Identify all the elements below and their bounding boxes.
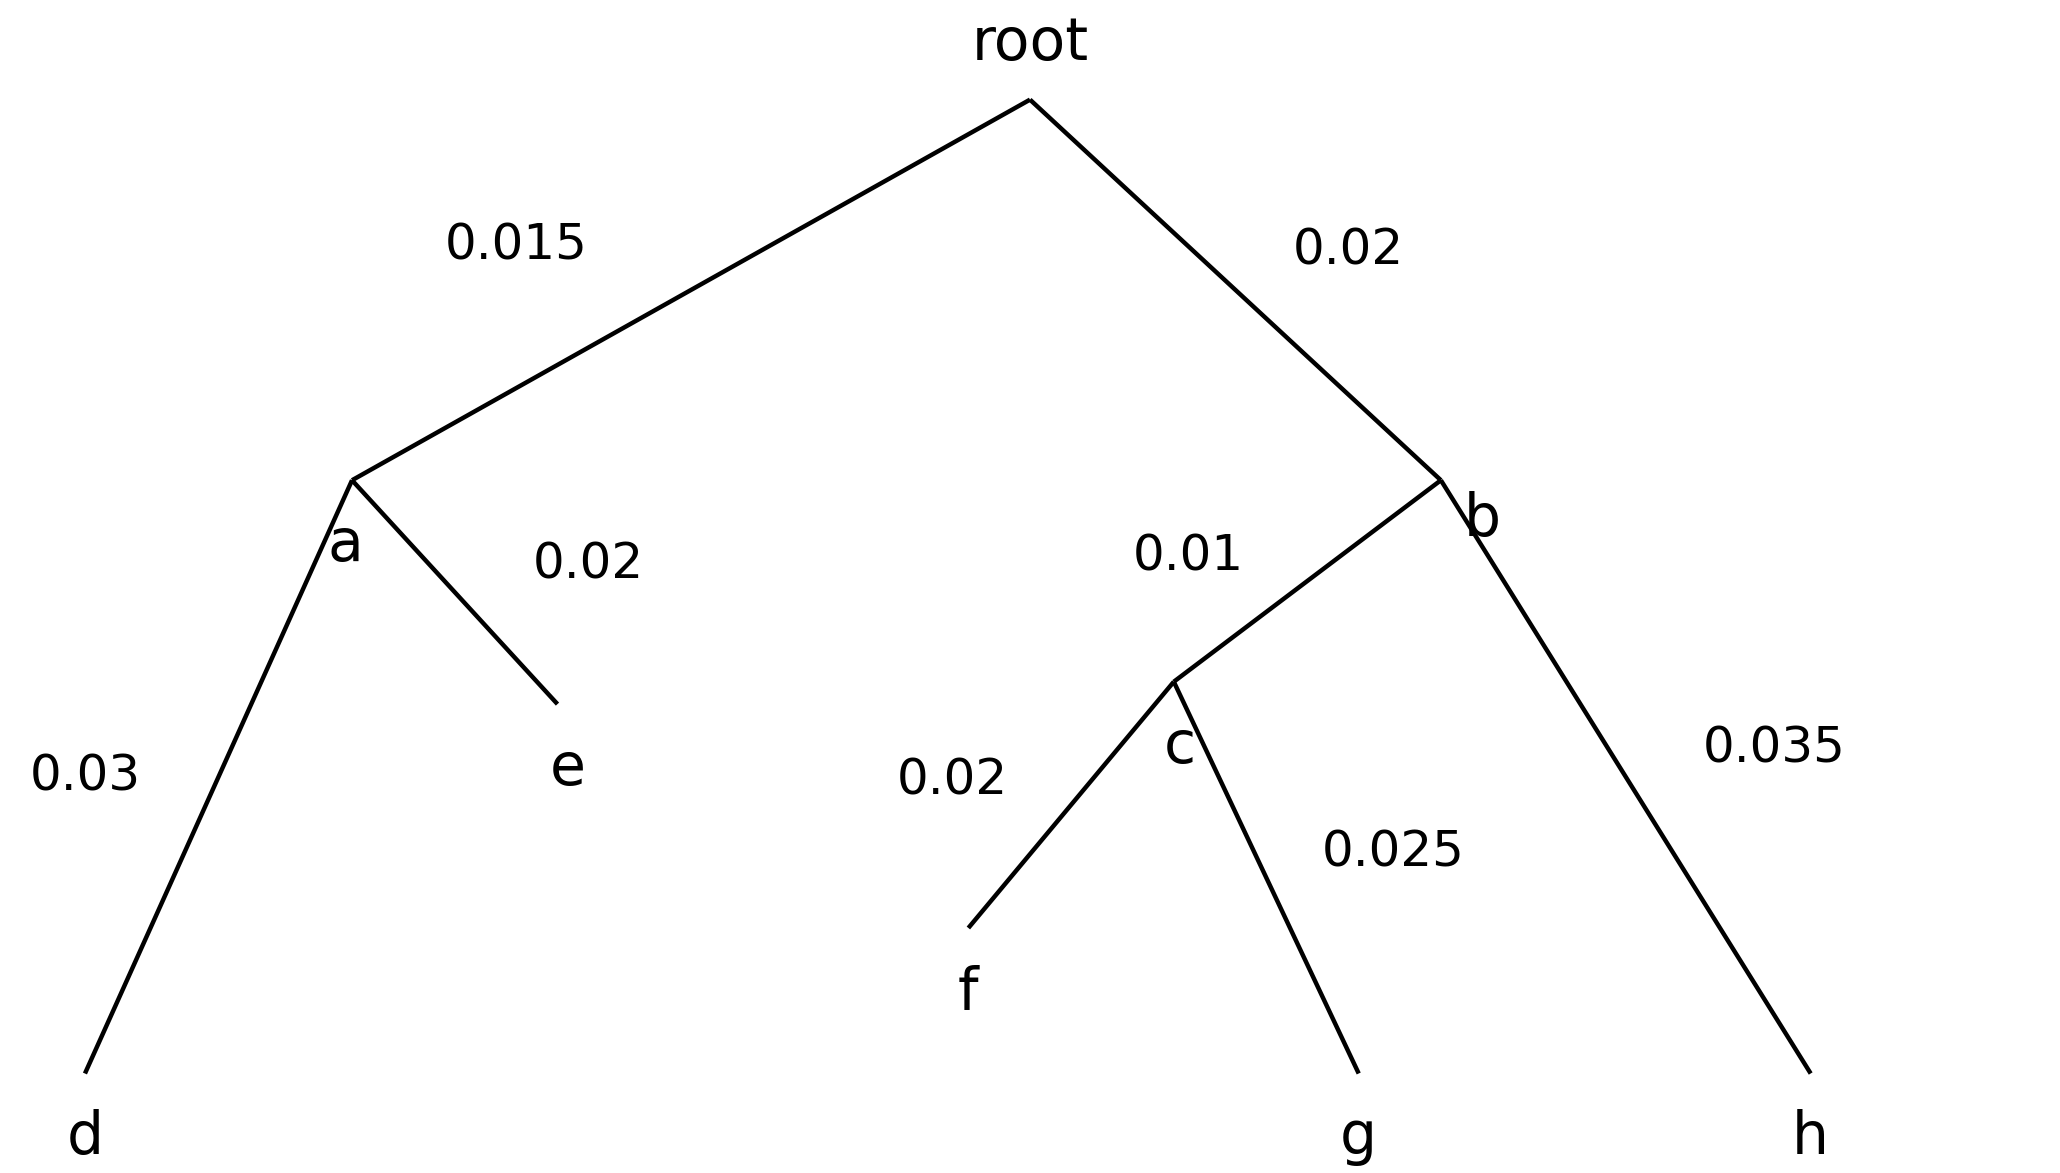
Text: root: root xyxy=(972,15,1088,72)
Text: b: b xyxy=(1463,491,1500,549)
Text: g: g xyxy=(1341,1110,1378,1166)
Text: 0.025: 0.025 xyxy=(1323,829,1465,877)
Text: d: d xyxy=(66,1110,103,1166)
Text: h: h xyxy=(1792,1110,1829,1166)
Text: 0.015: 0.015 xyxy=(445,222,587,269)
Text: 0.02: 0.02 xyxy=(534,541,645,588)
Text: e: e xyxy=(550,740,585,796)
Text: 0.02: 0.02 xyxy=(896,757,1007,805)
Text: c: c xyxy=(1164,718,1197,774)
Text: f: f xyxy=(958,964,978,1021)
Text: a: a xyxy=(328,516,365,574)
Text: 0.035: 0.035 xyxy=(1702,725,1846,773)
Text: 0.03: 0.03 xyxy=(29,753,140,801)
Text: 0.02: 0.02 xyxy=(1294,226,1405,274)
Text: 0.01: 0.01 xyxy=(1133,533,1244,581)
